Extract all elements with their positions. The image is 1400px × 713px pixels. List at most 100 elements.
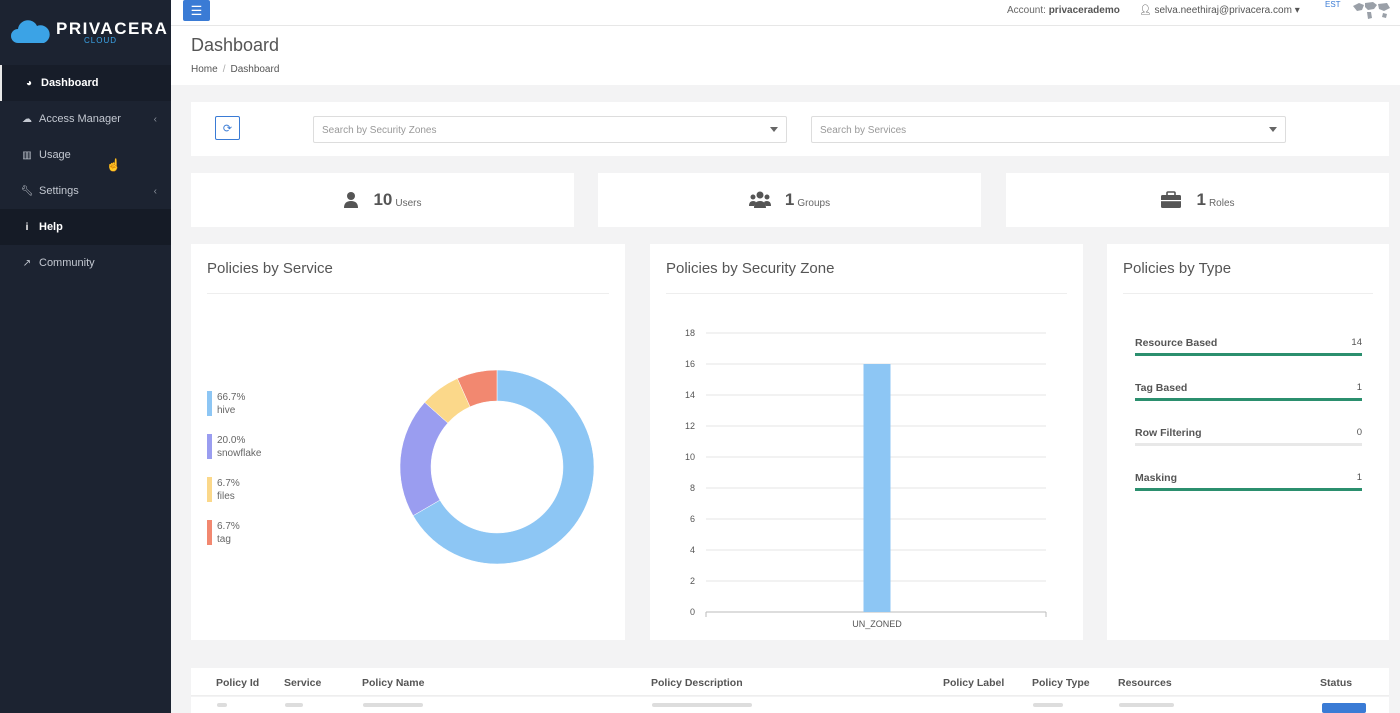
table-row[interactable] [191,697,1389,713]
roles-count: 1 [1196,190,1206,209]
type-progress-fill [1135,353,1362,356]
column-header-policy-description[interactable]: Policy Description [651,677,743,689]
users-count: 10 [373,190,393,209]
column-header-policy-id[interactable]: Policy Id [216,677,260,689]
column-header-status[interactable]: Status [1320,677,1353,689]
donut-chart [399,369,595,565]
legend-item-hive[interactable]: 66.7% hive [207,391,245,417]
filter-card: ⟳ Search by Security Zones Search by Ser… [191,102,1389,156]
type-progress-track [1135,353,1362,356]
groups-count: 1 [784,190,795,209]
y-tick-label: 0 [690,607,695,617]
type-row-row-filtering: Row Filtering 0 [1135,427,1362,446]
users-stat-card[interactable]: 10 Users [191,173,574,227]
cell-placeholder [285,703,303,707]
cloud-icon: ☁ [22,113,32,125]
legend-text: 20.0% snowflake [217,434,261,460]
sidebar-item-access-manager[interactable]: ☁ Access Manager ‹ [0,101,171,137]
refresh-icon: ⟳ [222,122,233,135]
type-row-masking: Masking 1 [1135,472,1362,491]
donut-slice-tag[interactable] [457,369,498,408]
cell-placeholder [363,703,423,707]
breadcrumb-home[interactable]: Home [191,64,218,75]
breadcrumb-current: Dashboard [230,64,280,75]
legend-label: hive [217,405,236,416]
y-tick-label: 4 [690,545,695,555]
column-header-policy-label[interactable]: Policy Label [943,677,1005,689]
menu-toggle-button[interactable]: ☰ [183,0,210,21]
divider [1123,293,1373,294]
chevron-left-icon: ‹ [153,185,157,197]
page-header: Dashboard Home / Dashboard [171,26,1400,85]
legend-swatch [207,520,212,545]
y-tick-label: 8 [690,483,695,493]
type-progress-track [1135,488,1362,491]
groups-stat-card[interactable]: 1 Groups [598,173,981,227]
sidebar-item-community[interactable]: ↗ Community [0,245,171,281]
services-placeholder: Search by Services [820,125,907,136]
cell-placeholder [217,703,227,707]
chevron-left-icon: ‹ [153,113,157,125]
services-select[interactable]: Search by Services [811,116,1286,143]
y-tick-label: 14 [685,390,695,400]
sidebar-item-label: Dashboard [41,77,99,89]
cell-placeholder [652,703,752,707]
legend-text: 6.7% files [217,477,240,503]
legend-percent: 20.0% [217,435,246,446]
security-zones-select[interactable]: Search by Security Zones [313,116,787,143]
policies-by-service-panel: Policies by Service 66.7% hive 20.0% snowfl… [191,244,625,640]
type-progress-fill [1135,398,1362,401]
sidebar-item-label: Help [39,221,63,233]
column-header-service[interactable]: Service [284,677,322,689]
brand-logo[interactable]: PRIVACERA CLOUD [0,0,171,64]
status-badge[interactable] [1322,703,1366,713]
refresh-button[interactable]: ⟳ [215,116,240,140]
info-icon: i [25,221,29,233]
donut-slice-hive[interactable] [412,369,595,565]
policies-by-zone-panel: Policies by Security Zone 0 2 4 6 8 10 12 14 16 1… [650,244,1083,640]
policies-by-type-panel: Policies by Type Resource Based 14 Tag B… [1107,244,1389,640]
type-name: Row Filtering [1135,427,1202,439]
legend-text: 66.7% hive [217,391,245,417]
divider [666,293,1067,294]
type-progress-track [1135,398,1362,401]
bar-chart-icon: ▥ [22,149,32,161]
account-name: privacerademo [1048,5,1120,16]
y-tick-label: 12 [685,421,695,431]
account-label: Account: [1007,5,1046,16]
legend-percent: 6.7% [217,521,240,532]
type-progress-fill [1135,488,1362,491]
legend-label: tag [217,534,231,545]
bar-un_zoned[interactable] [863,364,891,612]
roles-stat-card[interactable]: 1 Roles [1006,173,1389,227]
legend-text: 6.7% tag [217,520,240,546]
brand-name: PRIVACERA [56,18,169,38]
user-menu[interactable]: 👤︎ selva.neethiraj@privacera.com ▾ [1139,5,1300,16]
legend-item-snowflake[interactable]: 20.0% snowflake [207,434,261,460]
type-row-resource-based: Resource Based 14 [1135,337,1362,356]
timezone-label[interactable]: EST [1325,0,1341,9]
account-info: Account: privacerademo [1007,5,1120,16]
panel-title: Policies by Security Zone [666,260,835,277]
sidebar-item-usage[interactable]: ▥ Usage [0,137,171,173]
sidebar-item-label: Community [39,257,95,269]
sidebar-item-settings[interactable]: 🔧︎ Settings ‹ [0,173,171,209]
column-header-policy-name[interactable]: Policy Name [362,677,425,689]
legend-label: files [217,491,235,502]
sidebar-item-help[interactable]: i Help [0,209,171,245]
legend-item-files[interactable]: 6.7% files [207,477,240,503]
sidebar-item-dashboard[interactable]: ◕ Dashboard [0,65,171,101]
cell-placeholder [1033,703,1063,707]
page-title: Dashboard [191,35,280,55]
legend-item-tag[interactable]: 6.7% tag [207,520,240,546]
type-count: 0 [1356,427,1362,438]
type-count: 1 [1356,472,1362,483]
y-tick-label: 10 [685,452,695,462]
legend-swatch [207,477,212,502]
divider [207,293,609,294]
security-zones-placeholder: Search by Security Zones [322,125,437,136]
column-header-policy-type[interactable]: Policy Type [1032,677,1090,689]
cloud-logo-icon [11,20,50,43]
donut-slice-snowflake[interactable] [399,401,449,517]
column-header-resources[interactable]: Resources [1118,677,1172,689]
